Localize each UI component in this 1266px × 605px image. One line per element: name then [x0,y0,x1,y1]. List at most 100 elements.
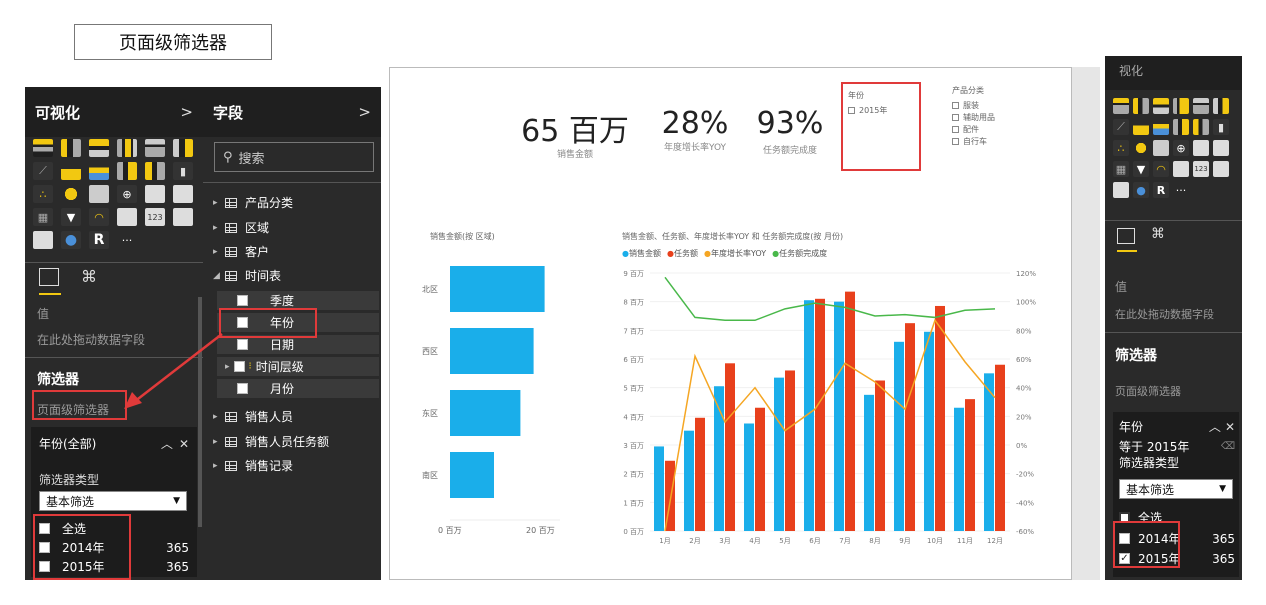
scrollbar[interactable] [198,297,202,527]
table-sales-records[interactable]: ▸ 销售记录 [213,459,294,473]
filled-map-icon[interactable]: ▦ [33,208,53,226]
filled-map-icon[interactable]: ▦ [1113,161,1129,177]
fields-header[interactable]: 字段 > [203,87,381,137]
checkbox[interactable] [237,383,248,394]
page-level-filters-label[interactable]: 页面级筛选器 [1115,385,1181,398]
field-year[interactable]: 年份 [217,313,379,332]
clustered-bar-icon[interactable] [1153,98,1169,114]
chevron-right-icon[interactable]: > [180,103,193,121]
r-visual-icon[interactable]: R [1153,182,1169,198]
shape-map-icon[interactable]: ● [1133,182,1149,198]
checkbox[interactable] [1119,533,1130,544]
line-chart-icon[interactable]: ⟋ [1113,119,1129,135]
format-paint-icon[interactable]: ⌘ [81,267,97,286]
category-item[interactable]: 服装 [952,100,979,111]
kpi-sales-value[interactable]: 65 百万 [521,114,629,149]
search-input[interactable]: ⚲ 搜索 [214,142,374,172]
matrix-icon[interactable] [173,185,193,203]
treemap-icon[interactable] [89,185,109,203]
checkbox[interactable] [233,361,245,372]
filter-option-select-all[interactable]: 全选 [39,520,189,537]
filter-option-2014[interactable]: 2014年 365 [39,539,189,556]
filter-option-2015[interactable]: 2015年 365 [39,558,189,575]
checkbox[interactable] [39,561,50,572]
card-icon[interactable] [117,208,137,226]
clustered-column-icon[interactable] [1173,98,1189,114]
checkbox[interactable] [39,523,50,534]
checkbox[interactable] [237,295,248,306]
r-visual-icon[interactable]: R [89,231,109,249]
filter-option-2014[interactable]: 2014年 365 [1119,530,1235,547]
stacked-column-icon[interactable] [1133,98,1149,114]
multi-row-card-icon[interactable]: 123 [145,208,165,226]
checkbox-checked[interactable]: ✓ [1119,553,1130,564]
chevron-right-icon[interactable]: > [358,103,371,121]
stacked-bar-icon[interactable] [1113,98,1129,114]
stacked-area-icon[interactable] [1153,119,1169,135]
kpi-completion-value[interactable]: 93% [756,106,824,141]
clustered-column-icon[interactable] [117,139,137,157]
card-icon[interactable] [1173,161,1189,177]
line-clustered-icon[interactable] [1193,119,1209,135]
drop-field-hint[interactable]: 在此处拖动数据字段 [37,333,146,347]
shape-map-icon[interactable]: ● [61,231,81,249]
scatter-icon[interactable]: ∴ [1113,140,1129,156]
globe-icon[interactable]: ⊕ [1173,140,1189,156]
more-visuals-icon[interactable]: ··· [117,231,137,249]
format-paint-icon[interactable]: ⌘ [1151,226,1165,242]
percent-column-icon[interactable] [173,139,193,157]
page-level-filters-label[interactable]: 页面级筛选器 [37,403,110,417]
filter-type-select[interactable]: 基本筛选 ▼ [1119,479,1233,499]
field-month[interactable]: 月份 [217,379,379,398]
slicer-icon[interactable] [1113,182,1129,198]
checkbox[interactable] [237,317,248,328]
table-salesperson-target[interactable]: ▸ 销售人员任务额 [213,435,330,449]
table-region[interactable]: ▸ 区域 [213,221,270,235]
pie-icon[interactable] [61,185,81,203]
checkbox[interactable] [39,542,50,553]
close-icon[interactable]: ✕ [1224,419,1235,434]
collapse-icon[interactable]: ︿ [1208,420,1221,434]
pie-icon[interactable] [1133,140,1149,156]
line-column-icon[interactable] [117,162,137,180]
filter-option-2015[interactable]: ✓ 2015年 365 [1119,551,1235,566]
percent-bar-icon[interactable] [1193,98,1209,114]
stacked-bar-icon[interactable] [33,139,53,157]
eraser-icon[interactable]: ⌫ [1220,441,1235,452]
more-visuals-icon[interactable]: ··· [1173,182,1189,198]
fields-well-icon[interactable] [1117,228,1135,244]
funnel-icon[interactable]: ▼ [1133,161,1149,177]
funnel-icon[interactable]: ▼ [61,208,81,226]
kpi-icon[interactable] [1213,161,1229,177]
table-salesperson[interactable]: ▸ 销售人员 [213,410,294,424]
treemap-icon[interactable] [1153,140,1169,156]
category-item[interactable]: 自行车 [952,136,987,147]
table-icon[interactable] [145,185,165,203]
slicer-icon[interactable] [33,231,53,249]
field-quarter[interactable]: 季度 [217,291,379,310]
category-item[interactable]: 辅助用品 [952,112,995,123]
clustered-bar-icon[interactable] [89,139,109,157]
drop-field-hint[interactable]: 在此处拖动数据字段 [1115,308,1214,321]
close-icon[interactable]: ✕ [178,436,189,451]
combo-chart[interactable]: 0 百万 1 百万 2 百万 3 百万 4 百万 5 百万 6 百万 7 百万 8 百万 9 百万… [610,263,1050,553]
field-time-hierarchy[interactable]: ▸ ⁝ 时间层级 [217,357,379,376]
stacked-column-icon[interactable] [61,139,81,157]
stacked-area-icon[interactable] [89,162,109,180]
filter-type-select[interactable]: 基本筛选 ▼ [39,491,187,511]
visualizations-header[interactable]: 可视化 > [25,87,203,137]
table-time[interactable]: ◢ 时间表 [213,269,282,283]
fields-well-icon[interactable] [39,268,59,286]
ribbon-chart-icon[interactable]: ▮ [1213,119,1229,135]
table-product-category[interactable]: ▸ 产品分类 [213,196,294,210]
collapse-icon[interactable]: ︿ [160,437,173,451]
gauge-icon[interactable]: ◠ [89,208,109,226]
ribbon-chart-icon[interactable]: ▮ [173,162,193,180]
scatter-icon[interactable]: ∴ [33,185,53,203]
right-header[interactable]: 视化 [1105,56,1242,90]
field-date[interactable]: 日期 [217,335,379,354]
percent-column-icon[interactable] [1213,98,1229,114]
line-chart-icon[interactable]: ⟋ [33,162,53,180]
checkbox[interactable] [237,339,248,350]
